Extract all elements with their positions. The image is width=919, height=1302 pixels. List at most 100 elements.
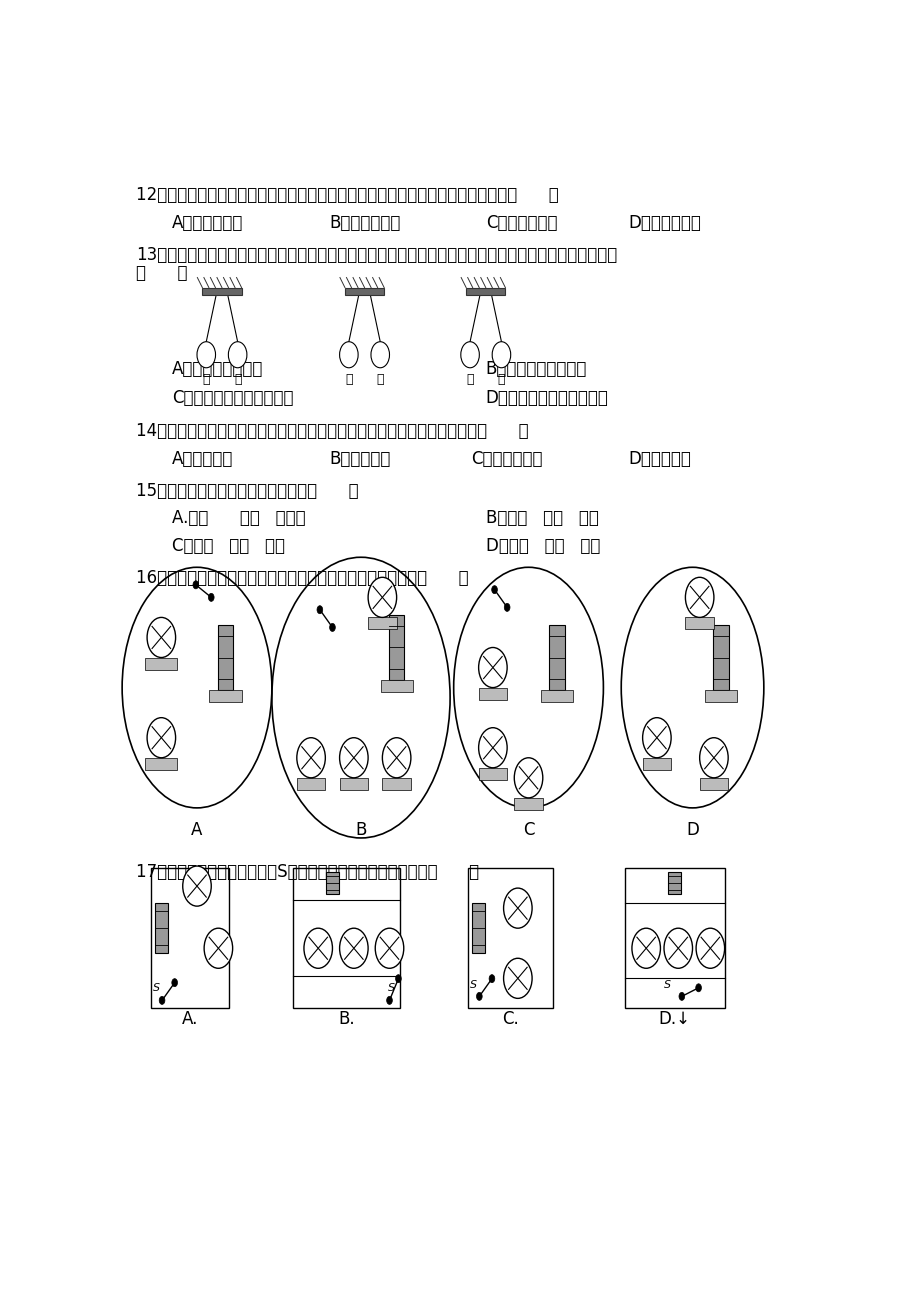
- Text: A.人体      海水   干木材: A.人体 海水 干木材: [172, 509, 305, 527]
- Text: C．无相互作用: C．无相互作用: [471, 450, 542, 467]
- Circle shape: [382, 738, 411, 777]
- Circle shape: [478, 647, 506, 687]
- Circle shape: [375, 928, 403, 969]
- Text: 16、在图所示的电路中，开关闭合后，三个灯泡并联的电路是（      ）: 16、在图所示的电路中，开关闭合后，三个灯泡并联的电路是（ ）: [136, 569, 469, 587]
- Text: （      ）: （ ）: [136, 263, 187, 281]
- Circle shape: [476, 992, 482, 1000]
- Text: A．相互吸引: A．相互吸引: [172, 450, 233, 467]
- Circle shape: [492, 341, 510, 367]
- Circle shape: [631, 928, 660, 969]
- Circle shape: [339, 738, 368, 777]
- Text: C: C: [522, 822, 534, 838]
- Bar: [466, 288, 505, 294]
- Bar: [624, 868, 724, 1008]
- Text: 丙: 丙: [497, 372, 505, 385]
- Circle shape: [209, 594, 214, 602]
- Text: B．橡胶   铁钉   陶瓷: B．橡胶 铁钉 陶瓷: [485, 509, 598, 527]
- Text: 17、如图所示的电路中，开关S闭合后，三盏电灯串联的电路是（      ）: 17、如图所示的电路中，开关S闭合后，三盏电灯串联的电路是（ ）: [136, 863, 479, 881]
- Circle shape: [489, 975, 494, 983]
- Circle shape: [183, 866, 211, 906]
- Circle shape: [395, 975, 401, 983]
- Bar: [471, 904, 484, 953]
- Text: S: S: [470, 980, 477, 991]
- Text: A．一定不带电: A．一定不带电: [172, 215, 244, 232]
- Circle shape: [696, 928, 724, 969]
- Bar: [325, 872, 338, 894]
- Bar: [210, 690, 242, 702]
- Bar: [514, 798, 542, 810]
- Bar: [145, 658, 177, 669]
- Text: B．相互排斥: B．相互排斥: [329, 450, 390, 467]
- Bar: [202, 288, 242, 294]
- Text: 15、在通常情况下，均属于导体的是（      ）: 15、在通常情况下，均属于导体的是（ ）: [136, 482, 358, 500]
- Circle shape: [503, 958, 531, 999]
- Text: 乙: 乙: [466, 372, 473, 385]
- Text: 丙: 丙: [376, 372, 383, 385]
- Bar: [382, 777, 411, 790]
- Text: A.: A.: [181, 1010, 198, 1029]
- Text: B.: B.: [338, 1010, 355, 1029]
- Text: D．有两个小球带异种电荷: D．有两个小球带异种电荷: [485, 389, 608, 406]
- Text: 14、用与橡胶棒摩擦过的毛皮靠近与丝绸摩擦过的玻璃棒，则毛皮与玻璃棒（      ）: 14、用与橡胶棒摩擦过的毛皮靠近与丝绸摩擦过的玻璃棒，则毛皮与玻璃棒（ ）: [136, 422, 528, 440]
- Circle shape: [478, 728, 506, 768]
- Circle shape: [698, 738, 728, 777]
- Circle shape: [193, 581, 199, 589]
- Text: C．一定带正电: C．一定带正电: [485, 215, 557, 232]
- Circle shape: [147, 617, 176, 658]
- Bar: [478, 687, 506, 699]
- Bar: [478, 768, 506, 780]
- Circle shape: [386, 996, 391, 1004]
- Circle shape: [368, 577, 396, 617]
- Bar: [380, 680, 413, 693]
- Text: C.: C.: [502, 1010, 518, 1029]
- Circle shape: [228, 341, 246, 367]
- Bar: [151, 868, 229, 1008]
- Circle shape: [664, 928, 692, 969]
- Circle shape: [685, 577, 713, 617]
- Text: A: A: [191, 822, 202, 838]
- Text: A．三个小球都带电: A．三个小球都带电: [172, 359, 263, 378]
- Circle shape: [695, 984, 700, 992]
- Circle shape: [172, 979, 177, 987]
- Text: S: S: [664, 980, 670, 991]
- Bar: [685, 617, 713, 629]
- Circle shape: [204, 928, 233, 969]
- Text: B: B: [355, 822, 367, 838]
- Text: 12、把一个轻质的小球靠近用毛皮摩擦过的橡胶棒时，它们相互吸引，则这个小球（      ）: 12、把一个轻质的小球靠近用毛皮摩擦过的橡胶棒时，它们相互吸引，则这个小球（ ）: [136, 186, 559, 204]
- Text: D: D: [686, 822, 698, 838]
- Bar: [154, 904, 167, 953]
- Bar: [389, 615, 404, 680]
- Bar: [704, 690, 736, 702]
- Circle shape: [503, 888, 531, 928]
- Text: B．一定带负电: B．一定带负电: [329, 215, 400, 232]
- Bar: [345, 288, 384, 294]
- Circle shape: [678, 992, 684, 1000]
- Text: C．硬币   石墨   铜块: C．硬币 石墨 铜块: [172, 538, 285, 555]
- Circle shape: [514, 758, 542, 798]
- Bar: [145, 758, 177, 769]
- Bar: [297, 777, 325, 790]
- Text: 甲: 甲: [345, 372, 352, 385]
- Bar: [712, 625, 728, 690]
- Bar: [667, 872, 680, 894]
- Text: 甲: 甲: [202, 372, 210, 385]
- Text: D.↓: D.↓: [658, 1010, 690, 1029]
- Text: D．可能不带电: D．可能不带电: [628, 215, 700, 232]
- Circle shape: [303, 928, 332, 969]
- Text: D．无法判断: D．无法判断: [628, 450, 690, 467]
- Text: S: S: [388, 983, 395, 993]
- Bar: [339, 777, 368, 790]
- Text: B．只有一个小球带电: B．只有一个小球带电: [485, 359, 586, 378]
- Bar: [468, 868, 553, 1008]
- Text: C．有两个小球带同种电荷: C．有两个小球带同种电荷: [172, 389, 293, 406]
- Bar: [699, 777, 728, 790]
- Circle shape: [147, 717, 176, 758]
- Circle shape: [370, 341, 389, 367]
- Bar: [368, 617, 396, 629]
- Text: D．水银   塑料   盐酸: D．水银 塑料 盐酸: [485, 538, 599, 555]
- Bar: [540, 690, 573, 702]
- Circle shape: [197, 341, 215, 367]
- Circle shape: [641, 717, 671, 758]
- Circle shape: [339, 341, 357, 367]
- Bar: [549, 625, 564, 690]
